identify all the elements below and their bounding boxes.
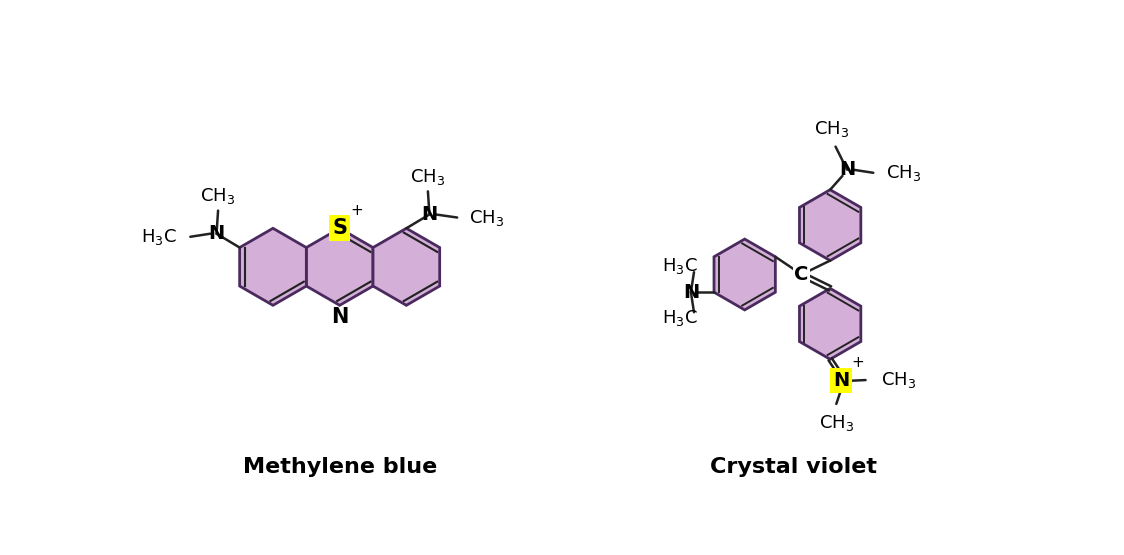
Text: N: N <box>208 224 225 243</box>
Text: N: N <box>422 205 437 224</box>
Text: CH$_3$: CH$_3$ <box>200 186 236 206</box>
Text: S: S <box>333 218 347 238</box>
Polygon shape <box>799 289 861 359</box>
Text: N: N <box>833 371 849 390</box>
Text: N: N <box>330 307 348 327</box>
Text: Crystal violet: Crystal violet <box>710 457 878 477</box>
Text: CH$_3$: CH$_3$ <box>470 208 505 228</box>
Polygon shape <box>307 228 373 305</box>
Text: H$_3$C: H$_3$C <box>662 309 697 329</box>
Text: N: N <box>682 282 699 302</box>
Text: Methylene blue: Methylene blue <box>243 457 437 477</box>
Polygon shape <box>799 190 861 261</box>
Text: C: C <box>795 265 809 284</box>
Text: H$_3$C: H$_3$C <box>662 256 697 276</box>
Text: CH$_3$: CH$_3$ <box>818 413 854 433</box>
Polygon shape <box>239 228 307 305</box>
Text: +: + <box>852 355 864 370</box>
Text: CH$_3$: CH$_3$ <box>881 370 916 390</box>
Text: CH$_3$: CH$_3$ <box>410 166 445 186</box>
Polygon shape <box>714 239 776 310</box>
Text: CH$_3$: CH$_3$ <box>886 163 921 183</box>
Text: H$_3$C: H$_3$C <box>140 227 176 247</box>
Text: +: + <box>351 203 363 218</box>
Text: N: N <box>839 160 855 179</box>
Text: CH$_3$: CH$_3$ <box>814 119 850 139</box>
Polygon shape <box>373 228 439 305</box>
